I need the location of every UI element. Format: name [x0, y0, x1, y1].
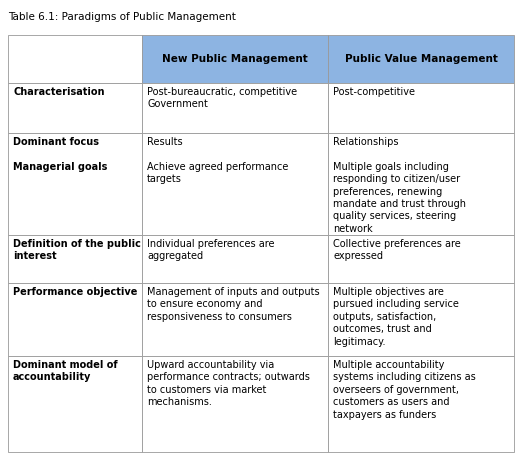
- Bar: [142, 235, 328, 283]
- Text: Post-bureaucratic, competitive
Government: Post-bureaucratic, competitive Governmen…: [147, 87, 297, 109]
- Bar: [8, 235, 142, 283]
- Bar: [8, 283, 142, 356]
- Bar: [142, 356, 328, 452]
- Bar: [328, 235, 514, 283]
- Text: Public Value Management: Public Value Management: [345, 54, 497, 64]
- Bar: [142, 83, 328, 133]
- Text: Multiple objectives are
pursued including service
outputs, satisfaction,
outcome: Multiple objectives are pursued includin…: [334, 287, 459, 347]
- Text: Definition of the public
interest: Definition of the public interest: [13, 239, 141, 261]
- Text: Collective preferences are
expressed: Collective preferences are expressed: [334, 239, 461, 261]
- Bar: [142, 133, 328, 235]
- Bar: [8, 83, 142, 133]
- Text: Upward accountability via
performance contracts; outwards
to customers via marke: Upward accountability via performance co…: [147, 360, 310, 407]
- Text: New Public Management: New Public Management: [162, 54, 308, 64]
- Bar: [8, 356, 142, 452]
- Text: Performance objective: Performance objective: [13, 287, 137, 297]
- Text: Dominant model of
accountability: Dominant model of accountability: [13, 360, 117, 382]
- Bar: [8, 133, 142, 235]
- Bar: [142, 283, 328, 356]
- Text: Results

Achieve agreed performance
targets: Results Achieve agreed performance targe…: [147, 137, 289, 184]
- Bar: [328, 356, 514, 452]
- Bar: [328, 35, 514, 83]
- Text: Table 6.1: Paradigms of Public Management: Table 6.1: Paradigms of Public Managemen…: [8, 12, 236, 22]
- Text: Individual preferences are
aggregated: Individual preferences are aggregated: [147, 239, 275, 261]
- Text: Dominant focus

Managerial goals: Dominant focus Managerial goals: [13, 137, 108, 172]
- Bar: [328, 133, 514, 235]
- Text: Multiple accountability
systems including citizens as
overseers of government,
c: Multiple accountability systems includin…: [334, 360, 476, 420]
- Bar: [328, 283, 514, 356]
- Text: Post-competitive: Post-competitive: [334, 87, 416, 97]
- Text: Relationships

Multiple goals including
responding to citizen/user
preferences, : Relationships Multiple goals including r…: [334, 137, 466, 234]
- Bar: [328, 83, 514, 133]
- Bar: [142, 35, 328, 83]
- Bar: [8, 35, 142, 83]
- Text: Management of inputs and outputs
to ensure economy and
responsiveness to consume: Management of inputs and outputs to ensu…: [147, 287, 319, 322]
- Text: Characterisation: Characterisation: [13, 87, 104, 97]
